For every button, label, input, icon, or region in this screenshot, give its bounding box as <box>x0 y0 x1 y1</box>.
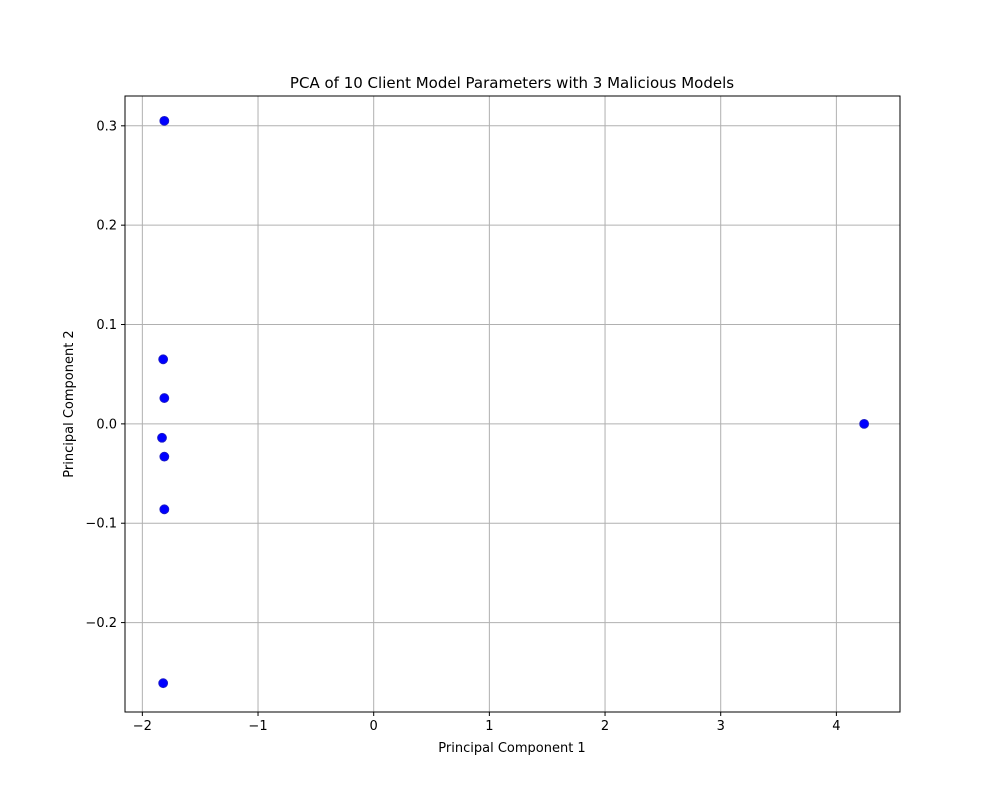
y-tick-label: −0.2 <box>85 616 117 631</box>
x-tick-label: 3 <box>717 719 725 734</box>
y-axis-label: Principal Component 2 <box>62 330 77 477</box>
x-tick-label: 4 <box>832 719 840 734</box>
x-tick-label: −2 <box>133 719 152 734</box>
chart-title: PCA of 10 Client Model Parameters with 3… <box>290 74 734 92</box>
y-axis-ticks: −0.2 −0.1 0.0 0.1 0.2 0.3 <box>85 119 125 631</box>
scatter-point <box>157 432 167 443</box>
scatter-point <box>158 678 169 689</box>
y-tick-label: 0.2 <box>96 219 117 234</box>
x-axis-label: Principal Component 1 <box>438 741 585 756</box>
x-tick-label: −1 <box>248 719 267 734</box>
grid-lines <box>125 96 900 712</box>
x-tick-label: 0 <box>370 719 378 734</box>
data-points <box>157 115 870 689</box>
y-tick-label: 0.3 <box>96 119 117 134</box>
scatter-point <box>859 418 870 429</box>
y-tick-label: −0.1 <box>85 517 117 532</box>
y-tick-label: 0.0 <box>96 417 117 432</box>
scatter-point <box>159 393 170 403</box>
scatter-point <box>159 115 170 126</box>
scatter-point <box>158 354 169 365</box>
x-tick-label: 1 <box>485 719 493 734</box>
x-tick-label: 2 <box>601 719 609 734</box>
plot-area-frame <box>124 95 901 713</box>
scatter-point <box>159 504 170 515</box>
y-tick-label: 0.1 <box>96 318 117 333</box>
scatter-point <box>159 451 170 462</box>
x-axis-ticks: −2 −1 0 1 2 3 4 <box>133 712 841 734</box>
